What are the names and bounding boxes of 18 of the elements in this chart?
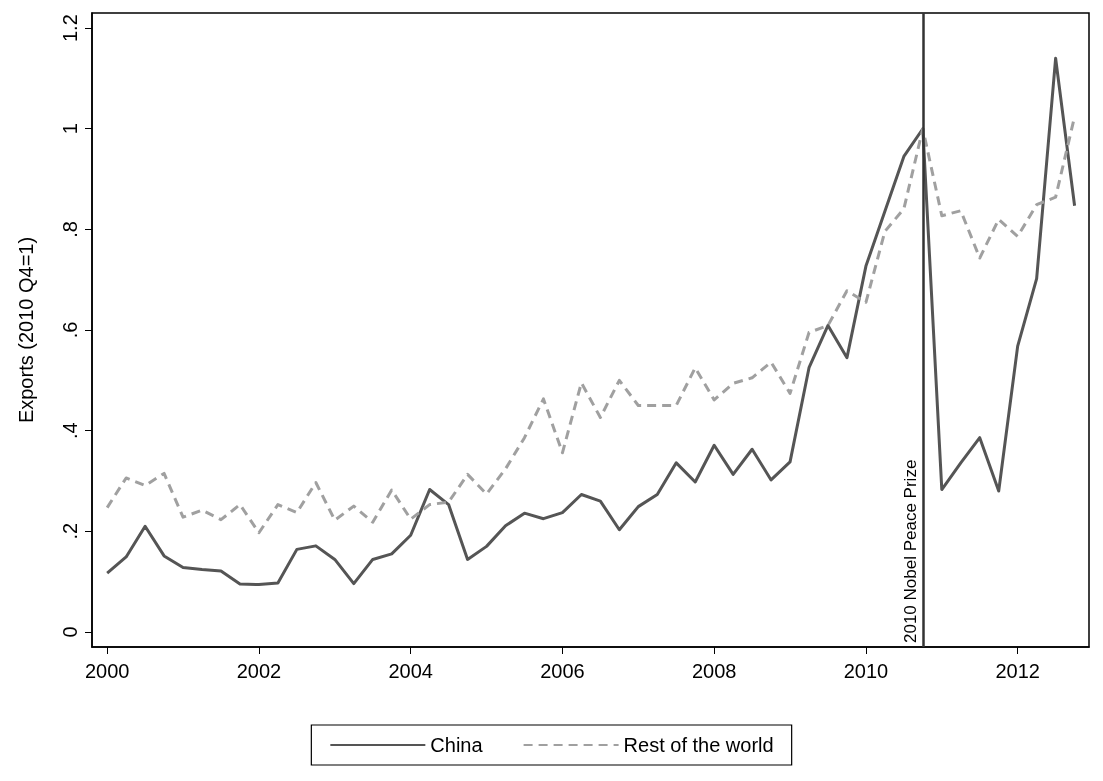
- legend-label: China: [430, 734, 484, 756]
- x-tick-label: 2010: [843, 660, 889, 682]
- x-tick-label: 2008: [691, 660, 737, 682]
- y-tick-label: 1: [59, 123, 81, 135]
- x-tick-label: 2012: [995, 660, 1040, 682]
- legend-label: Rest of the world: [623, 734, 774, 756]
- y-tick-label: .6: [59, 321, 81, 339]
- y-tick-label: .8: [59, 221, 81, 238]
- x-tick-label: 2004: [388, 660, 433, 682]
- x-tick-label: 2002: [236, 660, 282, 682]
- y-tick-label: 1.2: [59, 14, 81, 42]
- x-tick-label: 2006: [540, 660, 585, 682]
- y-tick-label: .2: [59, 522, 81, 540]
- y-axis-title: Exports (2010 Q4=1): [15, 236, 37, 424]
- ref-line-label: 2010 Nobel Peace Prize: [900, 459, 920, 643]
- y-tick-label: .4: [59, 422, 81, 439]
- x-tick-label: 2000: [84, 660, 130, 682]
- y-tick-label: 0: [59, 626, 81, 638]
